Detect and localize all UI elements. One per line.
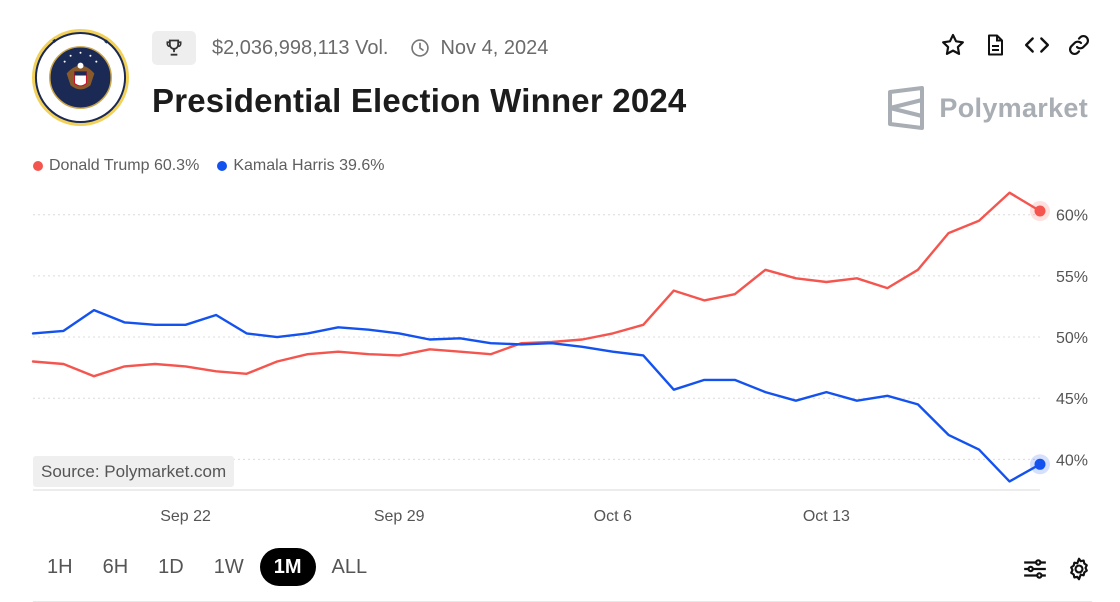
market-actions <box>940 32 1092 58</box>
range-6h[interactable]: 6H <box>102 555 129 578</box>
time-range-selector: 1H 6H 1D 1W 1M ALL <box>33 548 381 586</box>
legend-item-harris: Kamala Harris 39.6% <box>217 157 384 175</box>
clock-icon <box>411 39 430 57</box>
range-1d[interactable]: 1D <box>158 555 184 578</box>
presidential-seal-icon <box>31 28 130 127</box>
market-title: Presidential Election Winner 2024 <box>152 82 687 119</box>
legend-label: Kamala Harris 39.6% <box>233 157 385 174</box>
market-meta: $2,036,998,113 Vol. Nov 4, 2024 <box>152 31 548 65</box>
x-tick-label: Oct 6 <box>594 508 632 525</box>
chart-controls <box>1022 556 1092 582</box>
volume-label: $2,036,998,113 Vol. <box>212 36 389 59</box>
legend-item-trump: Donald Trump 60.3% <box>33 157 199 175</box>
legend-dot <box>217 161 228 171</box>
y-tick-label: 50% <box>1056 330 1088 347</box>
series-line <box>31 191 1042 378</box>
copy-link-button[interactable] <box>1066 32 1092 58</box>
gear-icon <box>1070 557 1088 581</box>
favorite-button[interactable] <box>940 32 966 58</box>
chart-filter-button[interactable] <box>1022 556 1048 582</box>
polymarket-brand: Polymarket <box>887 86 1088 130</box>
series-end-halo <box>1030 201 1050 222</box>
document-icon <box>988 34 1003 56</box>
y-tick-label: 40% <box>1056 452 1088 469</box>
polymarket-logo-icon <box>888 86 925 130</box>
y-tick-label: 55% <box>1056 269 1088 286</box>
y-tick-label: 45% <box>1056 391 1088 408</box>
sliders-icon <box>1024 559 1046 579</box>
trophy-badge <box>152 31 196 65</box>
range-1m[interactable]: 1M <box>259 548 316 586</box>
series-end-halo <box>1030 454 1050 475</box>
end-date-label: Nov 4, 2024 <box>440 36 549 59</box>
embed-button[interactable] <box>1024 32 1050 58</box>
range-1h[interactable]: 1H <box>47 555 73 578</box>
legend-dot <box>33 161 43 171</box>
x-tick-label: Sep 29 <box>374 508 425 525</box>
link-icon <box>1068 34 1090 56</box>
y-tick-label: 60% <box>1056 208 1088 225</box>
x-tick-label: Sep 22 <box>160 508 211 525</box>
chart-legend: Donald Trump 60.3% Kamala Harris 39.6% <box>33 157 384 175</box>
trophy-icon <box>166 39 182 56</box>
star-icon <box>942 33 964 55</box>
series-end-point <box>1034 205 1046 217</box>
x-tick-label: Oct 13 <box>803 508 850 525</box>
range-all[interactable]: ALL <box>331 555 368 578</box>
embed-code-icon <box>1024 37 1050 53</box>
brand-name: Polymarket <box>939 92 1088 123</box>
series-end-point <box>1034 458 1046 470</box>
source-label: Source: Polymarket.com <box>33 456 235 487</box>
legend-label: Donald Trump 60.3% <box>49 157 200 174</box>
chart-settings-button[interactable] <box>1066 556 1092 582</box>
rules-button[interactable] <box>982 32 1008 58</box>
range-1w[interactable]: 1W <box>213 555 244 578</box>
